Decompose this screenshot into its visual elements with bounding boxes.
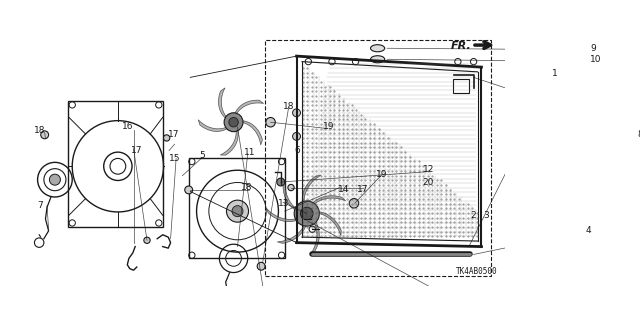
- Text: 17: 17: [168, 130, 180, 139]
- Circle shape: [229, 117, 238, 127]
- Circle shape: [300, 207, 313, 220]
- Text: 5: 5: [200, 151, 205, 160]
- Polygon shape: [316, 212, 341, 236]
- Text: 12: 12: [422, 165, 434, 174]
- Bar: [265, 40, 491, 276]
- Circle shape: [294, 201, 319, 226]
- Polygon shape: [277, 223, 307, 243]
- Circle shape: [164, 135, 170, 141]
- Circle shape: [41, 131, 49, 139]
- Circle shape: [224, 113, 243, 132]
- Text: 10: 10: [590, 55, 602, 64]
- Text: 20: 20: [422, 178, 434, 187]
- Text: 7: 7: [37, 201, 42, 210]
- Polygon shape: [310, 220, 319, 254]
- Circle shape: [277, 178, 285, 186]
- Text: 9: 9: [590, 44, 596, 53]
- Text: 1: 1: [552, 69, 558, 78]
- Circle shape: [266, 117, 275, 127]
- Text: 17: 17: [357, 185, 369, 195]
- Bar: [189, 158, 285, 258]
- Circle shape: [144, 237, 150, 244]
- Text: 13: 13: [278, 199, 290, 208]
- Polygon shape: [283, 179, 298, 211]
- Text: 16: 16: [122, 123, 133, 132]
- Bar: [68, 101, 163, 227]
- Circle shape: [257, 262, 265, 270]
- Polygon shape: [220, 130, 238, 155]
- Text: 4: 4: [586, 226, 591, 235]
- Ellipse shape: [371, 45, 385, 52]
- Ellipse shape: [371, 56, 385, 63]
- Circle shape: [227, 200, 248, 222]
- Text: FR.: FR.: [451, 41, 471, 51]
- Text: 6: 6: [294, 146, 300, 155]
- Text: 15: 15: [169, 154, 180, 163]
- Text: 11: 11: [244, 148, 255, 156]
- Polygon shape: [235, 100, 264, 115]
- Polygon shape: [198, 120, 227, 132]
- Text: 3: 3: [483, 211, 489, 220]
- Circle shape: [288, 184, 294, 191]
- Text: TK4AB0500: TK4AB0500: [456, 268, 497, 276]
- Text: 18: 18: [241, 183, 253, 192]
- Text: 8: 8: [637, 130, 640, 139]
- Polygon shape: [302, 175, 321, 204]
- Text: 18: 18: [283, 102, 294, 111]
- Text: 19: 19: [376, 170, 388, 179]
- Polygon shape: [266, 208, 298, 222]
- Circle shape: [349, 199, 358, 208]
- Circle shape: [292, 109, 300, 117]
- Polygon shape: [218, 88, 227, 118]
- Text: 14: 14: [339, 185, 349, 195]
- Polygon shape: [312, 196, 346, 206]
- Text: 19: 19: [323, 123, 334, 132]
- Text: 18: 18: [35, 125, 46, 135]
- Text: 2: 2: [470, 211, 476, 220]
- Circle shape: [232, 206, 243, 217]
- Polygon shape: [241, 121, 262, 145]
- Text: 17: 17: [131, 146, 143, 155]
- Bar: [453, 79, 469, 93]
- Circle shape: [185, 186, 193, 194]
- Circle shape: [292, 132, 300, 140]
- Circle shape: [49, 174, 60, 185]
